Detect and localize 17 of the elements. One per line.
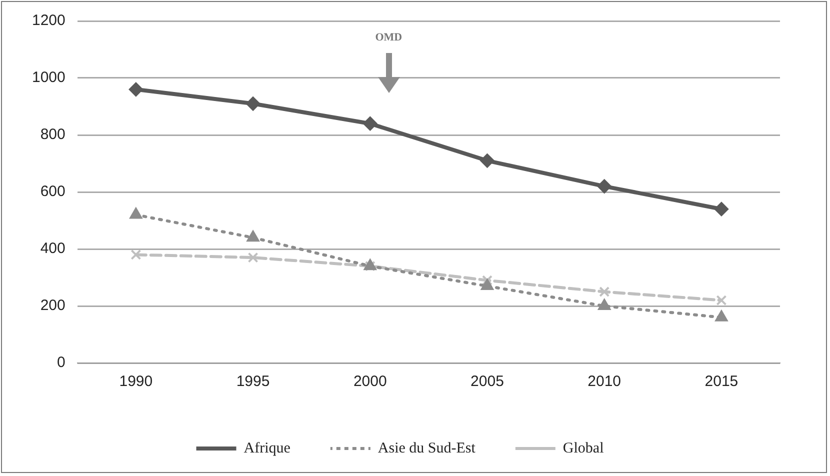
y-tick-label: 1200 (32, 12, 66, 30)
x-tick-label: 1995 (236, 373, 270, 390)
y-tick-label: 200 (40, 297, 66, 314)
legend-label: Asie du Sud-Est (378, 440, 476, 456)
legend-label: Afrique (244, 440, 291, 456)
x-tick-label: 2015 (704, 373, 738, 390)
x-tick-label: 1990 (119, 373, 153, 390)
x-tick-label: 2010 (588, 373, 622, 390)
legend-label: Global (562, 440, 604, 456)
x-tick-label: 2005 (470, 373, 504, 390)
y-tick-label: 400 (40, 240, 66, 258)
y-tick-label: 600 (40, 183, 66, 200)
annotation: OMD (375, 31, 402, 44)
y-tick-label: 1000 (32, 69, 66, 86)
x-tick-label: 2000 (353, 373, 387, 390)
y-tick-label: 0 (57, 354, 66, 372)
y-tick-label: 800 (40, 126, 66, 144)
